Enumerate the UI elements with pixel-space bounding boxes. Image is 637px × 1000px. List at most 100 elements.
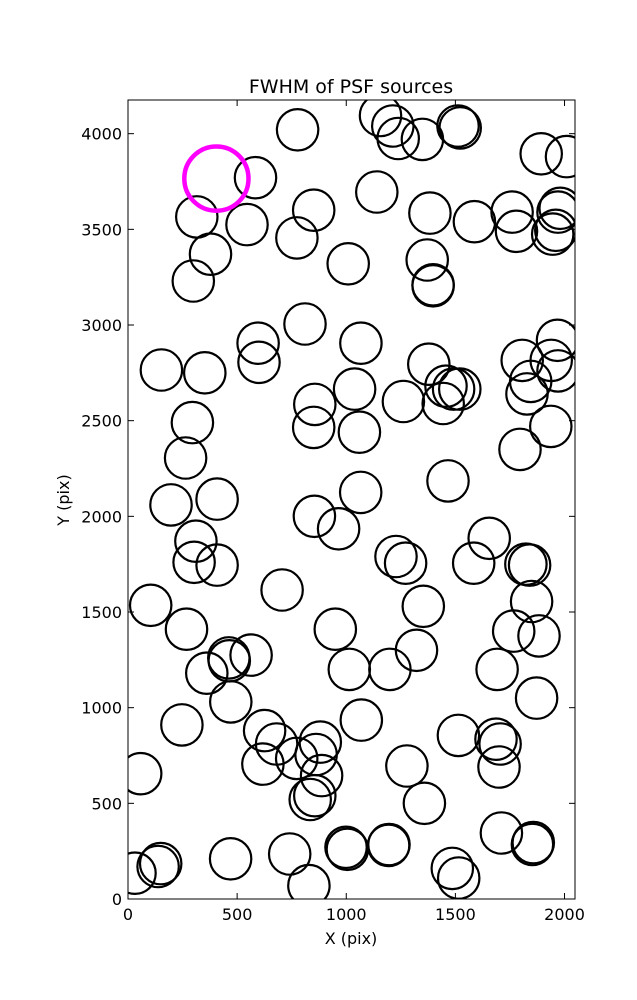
source-circle — [209, 680, 253, 724]
source-circle — [164, 607, 209, 652]
source-circle — [475, 647, 519, 692]
source-circle — [292, 494, 337, 539]
y-axis-title: Y (pix) — [54, 474, 73, 526]
source-circle — [274, 736, 319, 781]
y-tick-label: 3500 — [81, 220, 122, 239]
source-circle — [291, 188, 336, 233]
source-circle — [430, 846, 475, 891]
source-circle — [385, 744, 429, 788]
y-axis: 0 500 1000 1500 2000 2500 3000 3500 4000 — [81, 125, 575, 909]
source-circle — [237, 340, 281, 385]
source-circle — [260, 568, 304, 612]
source-circle — [316, 506, 361, 551]
source-circle — [128, 583, 173, 628]
source-circle — [368, 647, 412, 692]
source-circle — [207, 638, 252, 683]
source-circle — [225, 202, 269, 247]
source-circle — [339, 698, 384, 742]
source-circle — [438, 106, 483, 150]
source-circle — [519, 132, 564, 176]
source-circle — [451, 541, 496, 586]
source-circle — [436, 104, 480, 148]
source-circle — [160, 703, 204, 747]
source-circle — [436, 713, 481, 758]
source-circle — [267, 832, 312, 876]
source-circle — [535, 318, 575, 363]
y-tick-label: 500 — [91, 794, 122, 813]
source-circle — [477, 745, 521, 789]
source-circle — [207, 636, 251, 680]
source-circle — [436, 856, 481, 899]
y-tick-label: 1500 — [81, 603, 122, 622]
source-circle — [491, 609, 536, 653]
source-circle — [275, 216, 319, 260]
source-circle — [229, 633, 273, 677]
source-circle — [538, 186, 575, 231]
source-circle — [170, 400, 215, 445]
source-circle — [421, 381, 466, 426]
source-circle — [185, 651, 229, 696]
source-circle — [208, 836, 253, 881]
source-circle — [498, 427, 542, 472]
source-circle — [332, 367, 377, 411]
source-circle — [366, 823, 411, 868]
source-circle — [195, 477, 239, 521]
x-tick-label: 500 — [222, 905, 253, 924]
source-circle — [534, 208, 575, 253]
source-circle — [242, 708, 287, 753]
source-circle — [426, 459, 470, 503]
source-circle — [324, 825, 368, 870]
source-circle — [233, 155, 278, 200]
source-circle — [327, 647, 372, 692]
source-circle — [504, 542, 548, 587]
x-tick-label: 0 — [123, 905, 133, 924]
source-circle — [188, 232, 233, 277]
chart-title: FWHM of PSF sources — [249, 76, 453, 98]
y-tick-label: 0 — [112, 890, 122, 909]
source-circle — [287, 863, 331, 899]
source-circle — [128, 851, 157, 895]
source-circle — [338, 470, 383, 515]
source-circle — [326, 241, 371, 286]
source-circle — [514, 676, 559, 720]
highlighted-source-circle — [182, 144, 251, 213]
source-circle — [236, 321, 280, 366]
source-circle — [479, 811, 524, 855]
source-circle — [275, 108, 320, 152]
source-circle — [299, 753, 344, 798]
source-circle — [500, 338, 545, 383]
source-circle — [467, 516, 512, 561]
source-circle — [292, 382, 337, 427]
source-circle — [241, 742, 285, 786]
plot-frame — [127, 99, 576, 900]
source-circle — [452, 199, 497, 244]
source-circle — [283, 302, 327, 346]
source-circle — [411, 262, 455, 307]
source-circle — [406, 342, 451, 387]
source-circle — [172, 540, 216, 585]
source-circle — [381, 379, 426, 424]
source-circle — [544, 134, 575, 179]
data-points — [128, 100, 575, 899]
source-circle — [505, 372, 549, 416]
y-tick-label: 3000 — [81, 316, 122, 335]
x-axis: 0 500 1000 1500 2000 — [123, 100, 585, 924]
source-circle — [405, 238, 450, 282]
y-tick-label: 2500 — [81, 412, 122, 431]
x-tick-label: 1000 — [326, 905, 367, 924]
source-circle — [507, 543, 552, 587]
source-circle — [139, 348, 184, 392]
source-circle — [183, 350, 227, 395]
source-circle — [136, 844, 180, 889]
source-circle — [424, 364, 468, 409]
source-circle — [288, 777, 333, 822]
x-tick-label: 2000 — [544, 905, 585, 924]
source-circle — [474, 717, 518, 762]
source-circle — [163, 436, 208, 480]
x-axis-title: X (pix) — [325, 929, 378, 948]
source-circle — [339, 321, 383, 366]
source-circle — [490, 190, 534, 234]
source-circle — [494, 209, 539, 254]
source-circle — [171, 259, 216, 303]
